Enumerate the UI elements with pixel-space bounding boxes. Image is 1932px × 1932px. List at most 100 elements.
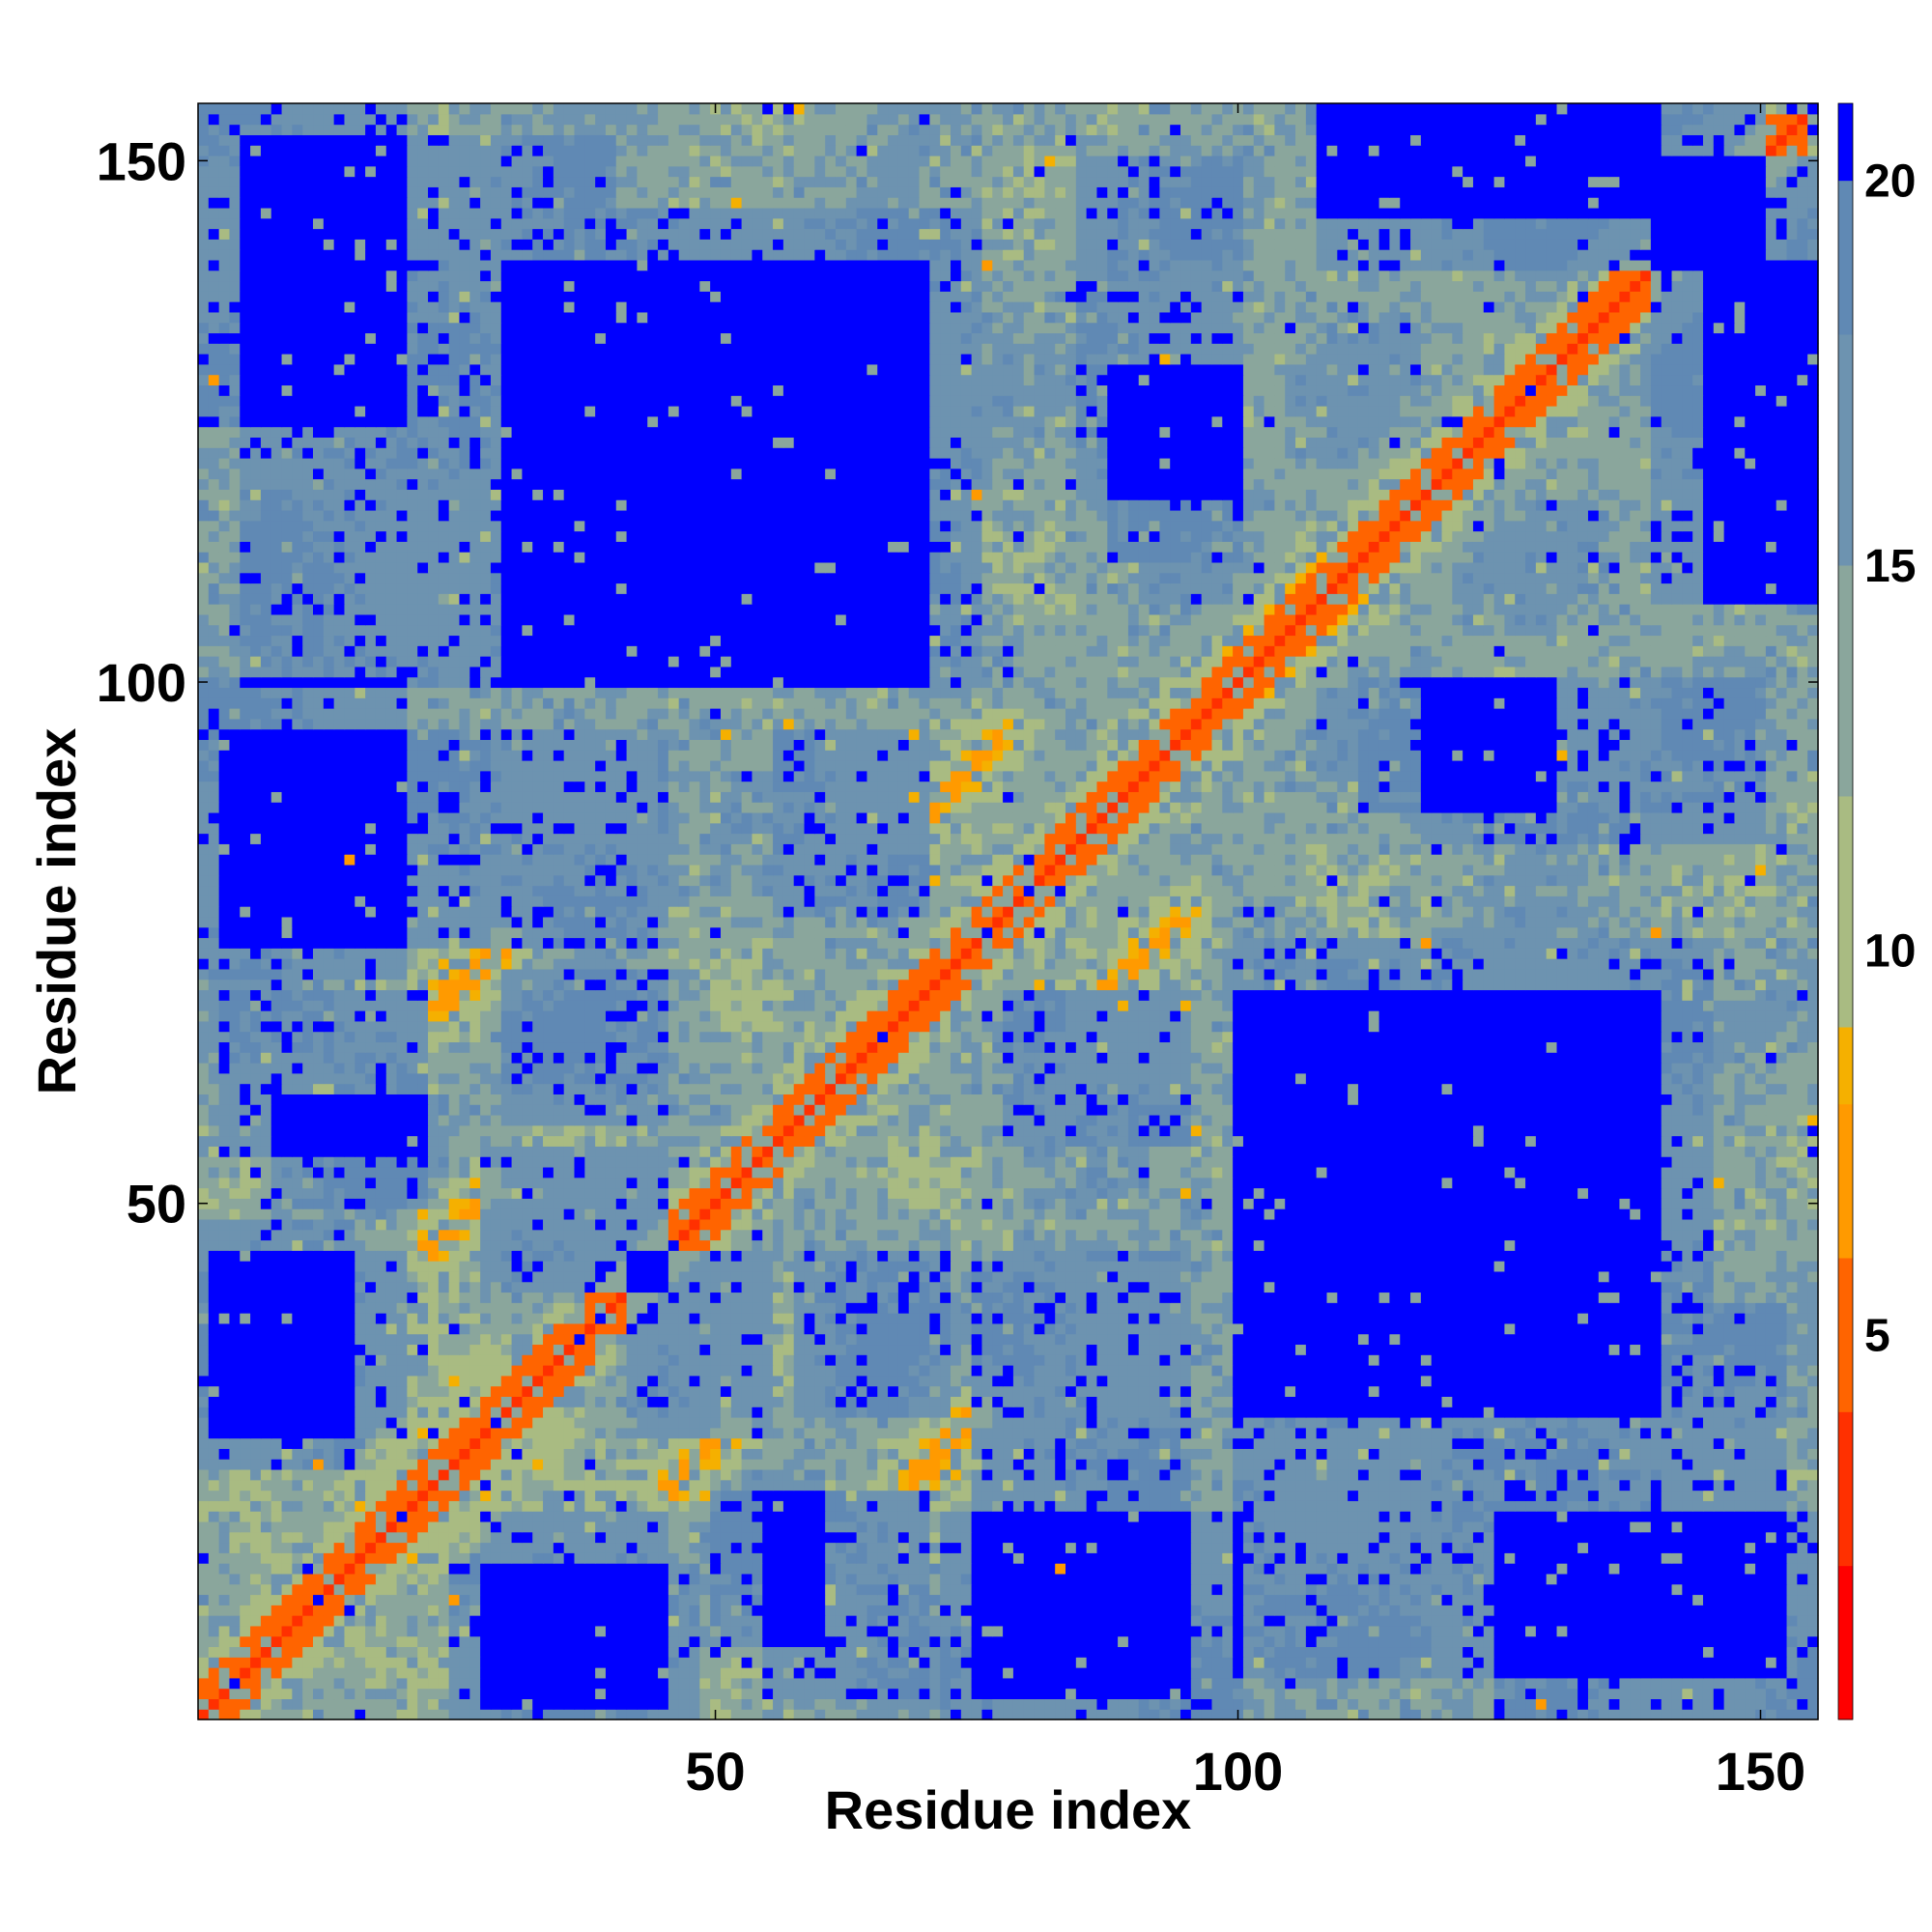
heatmap-cell bbox=[1305, 1635, 1318, 1648]
heatmap-cell bbox=[919, 1573, 930, 1585]
heatmap-cell bbox=[615, 1437, 628, 1449]
heatmap-cell bbox=[448, 1667, 461, 1679]
heatmap-cell bbox=[522, 1459, 533, 1470]
heatmap-cell bbox=[1295, 1646, 1307, 1658]
heatmap-cell bbox=[1640, 1448, 1652, 1460]
heatmap-cell bbox=[1807, 1396, 1819, 1407]
heatmap-cell bbox=[428, 1625, 440, 1637]
heatmap-cell bbox=[782, 1511, 795, 1522]
heatmap-cell bbox=[1587, 1416, 1600, 1429]
heatmap-cell bbox=[1138, 1563, 1151, 1575]
heatmap-cell bbox=[250, 1688, 262, 1700]
heatmap-cell bbox=[992, 1583, 1004, 1596]
heatmap-cell bbox=[1023, 1437, 1036, 1449]
heatmap-cell bbox=[762, 1511, 774, 1522]
heatmap-cell bbox=[1671, 1459, 1683, 1470]
heatmap-cell bbox=[1713, 1667, 1725, 1679]
heatmap-cell bbox=[198, 1667, 210, 1679]
heatmap-cell bbox=[1546, 1520, 1558, 1533]
heatmap-cell bbox=[814, 1531, 826, 1544]
heatmap-cell bbox=[814, 1520, 826, 1533]
heatmap-cell bbox=[1535, 1468, 1548, 1481]
heatmap-cell bbox=[1201, 1563, 1213, 1575]
heatmap-cell bbox=[1222, 1500, 1234, 1512]
heatmap-cell bbox=[1441, 1709, 1453, 1720]
heatmap-cell bbox=[1389, 1531, 1401, 1544]
heatmap-cell bbox=[804, 1563, 815, 1575]
heatmap-cell bbox=[814, 1698, 826, 1710]
heatmap-cell bbox=[1012, 1479, 1025, 1492]
heatmap-cell bbox=[897, 1552, 910, 1564]
heatmap-cell bbox=[1734, 1605, 1746, 1616]
heatmap-cell bbox=[480, 1552, 492, 1564]
heatmap-cell bbox=[1065, 1406, 1077, 1418]
heatmap-cell bbox=[658, 1667, 669, 1679]
heatmap-cell bbox=[1055, 1416, 1066, 1429]
heatmap-cell bbox=[1264, 1459, 1275, 1470]
heatmap-cell bbox=[438, 1667, 450, 1679]
heatmap-cell bbox=[375, 1490, 387, 1501]
heatmap-cell bbox=[929, 1635, 941, 1648]
heatmap-cell bbox=[1630, 1500, 1641, 1512]
heatmap-cell bbox=[1274, 1406, 1286, 1418]
heatmap-cell bbox=[699, 1594, 711, 1605]
heatmap-cell bbox=[730, 1459, 743, 1470]
heatmap-cell bbox=[480, 1468, 492, 1481]
heatmap-cell bbox=[229, 1500, 241, 1512]
heatmap-cell bbox=[1776, 1531, 1788, 1544]
heatmap-cell bbox=[1692, 1542, 1704, 1553]
heatmap-cell bbox=[960, 1427, 973, 1439]
heatmap-cell bbox=[1567, 1615, 1578, 1627]
heatmap-cell bbox=[1400, 1563, 1411, 1575]
heatmap-cell bbox=[1138, 1396, 1151, 1407]
heatmap-cell bbox=[260, 1511, 272, 1522]
heatmap-cell bbox=[1420, 1427, 1433, 1439]
heatmap-cell bbox=[1723, 1468, 1736, 1481]
heatmap-cell bbox=[908, 1615, 921, 1627]
heatmap-cell bbox=[1264, 1416, 1275, 1429]
heatmap-cell bbox=[469, 1490, 481, 1501]
heatmap-cell bbox=[1463, 1583, 1474, 1596]
heatmap-cell bbox=[417, 1573, 429, 1585]
heatmap-cell bbox=[270, 1490, 283, 1501]
heatmap-cell bbox=[595, 1531, 607, 1544]
heatmap-cell bbox=[1702, 1448, 1715, 1460]
heatmap-cell bbox=[1472, 1520, 1485, 1533]
heatmap-cell bbox=[270, 1615, 283, 1627]
heatmap-cell bbox=[1211, 1709, 1223, 1720]
heatmap-cell bbox=[333, 1437, 346, 1449]
heatmap-cell bbox=[1023, 1520, 1036, 1533]
heatmap-cell bbox=[637, 1615, 648, 1627]
heatmap-cell bbox=[1786, 1490, 1798, 1501]
heatmap-cell bbox=[730, 1520, 743, 1533]
heatmap-cell bbox=[1253, 1688, 1265, 1700]
heatmap-cell bbox=[1253, 1615, 1265, 1627]
heatmap-cell bbox=[992, 1615, 1004, 1627]
heatmap-cell bbox=[1786, 1448, 1798, 1460]
heatmap-cell bbox=[522, 1385, 533, 1397]
heatmap-cell bbox=[720, 1416, 732, 1429]
heatmap-cell bbox=[323, 1490, 335, 1501]
heatmap-cell bbox=[1357, 1635, 1370, 1648]
heatmap-cell bbox=[1702, 1542, 1715, 1553]
heatmap-cell bbox=[1535, 1594, 1548, 1605]
heatmap-cell bbox=[1222, 1709, 1234, 1720]
heatmap-cell bbox=[1233, 1688, 1244, 1700]
heatmap-cell bbox=[1138, 1427, 1151, 1439]
heatmap-cell bbox=[1211, 1605, 1223, 1616]
heatmap-cell bbox=[919, 1396, 930, 1407]
heatmap-cell bbox=[1118, 1625, 1129, 1637]
heatmap-cell bbox=[1702, 1688, 1715, 1700]
heatmap-cell bbox=[1326, 1688, 1338, 1700]
heatmap-cell bbox=[658, 1416, 669, 1429]
heatmap-cell bbox=[344, 1594, 355, 1605]
heatmap-cell bbox=[500, 1511, 513, 1522]
heatmap-cell bbox=[313, 1646, 325, 1658]
heatmap-cell bbox=[595, 1468, 607, 1481]
heatmap-cell bbox=[908, 1448, 921, 1460]
heatmap-cell bbox=[1118, 1490, 1129, 1501]
heatmap-cell bbox=[1096, 1396, 1108, 1407]
heatmap-cell bbox=[218, 1531, 231, 1544]
heatmap-cell bbox=[1368, 1416, 1380, 1429]
heatmap-cell bbox=[981, 1646, 993, 1658]
